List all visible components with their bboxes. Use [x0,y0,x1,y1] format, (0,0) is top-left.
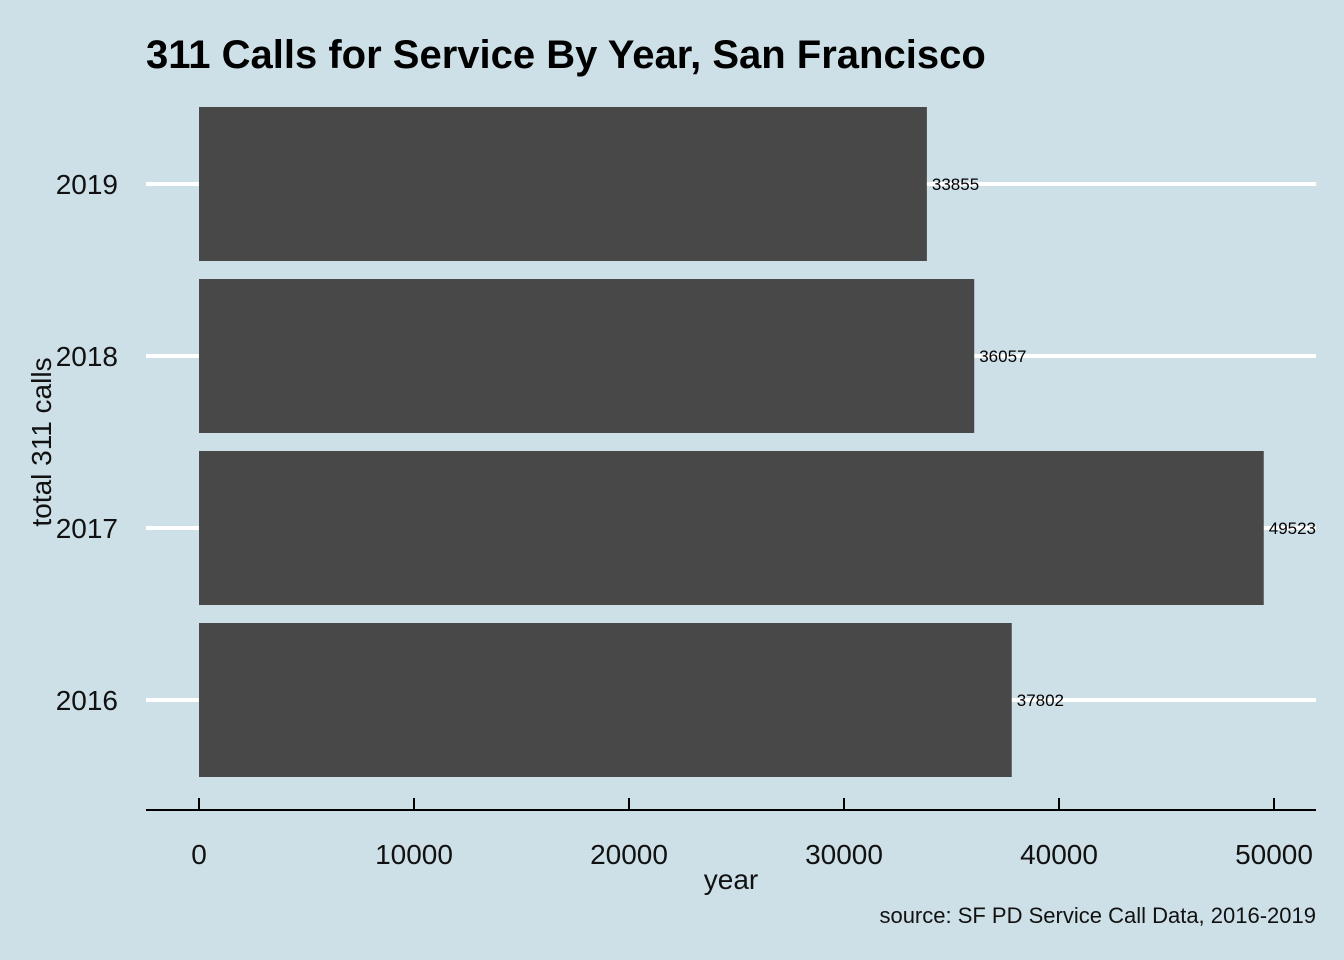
y-axis-title: total 311 calls [26,357,57,526]
x-tick-label-20000: 20000 [590,839,668,870]
x-axis [146,798,1316,811]
x-tick-label-30000: 30000 [805,839,883,870]
x-axis-title: year [704,864,758,895]
data-label-2019: 33855 [932,175,979,194]
y-tick-label-2017: 2017 [56,513,118,544]
bar-2017 [199,451,1264,605]
bars [199,107,1264,777]
bar-2016 [199,623,1012,777]
x-tick-label-40000: 40000 [1020,839,1098,870]
x-tick-labels: 0 10000 20000 30000 40000 50000 [191,839,1313,870]
chart-title: 311 Calls for Service By Year, San Franc… [146,33,986,77]
data-label-2018: 36057 [979,347,1026,366]
y-tick-label-2019: 2019 [56,169,118,200]
y-tick-label-2016: 2016 [56,685,118,716]
data-label-2017: 49523 [1269,519,1316,538]
x-tick-label-10000: 10000 [375,839,453,870]
bar-2019 [199,107,927,261]
y-tick-labels: 2016 2017 2018 2019 [56,169,118,716]
data-labels: 37802 49523 36057 33855 [932,175,1316,710]
y-tick-label-2018: 2018 [56,341,118,372]
x-tick-label-50000: 50000 [1235,839,1313,870]
x-tick-label-0: 0 [191,839,207,870]
source-caption: source: SF PD Service Call Data, 2016-20… [879,903,1316,928]
data-label-2016: 37802 [1017,691,1064,710]
bar-2018 [199,279,975,433]
